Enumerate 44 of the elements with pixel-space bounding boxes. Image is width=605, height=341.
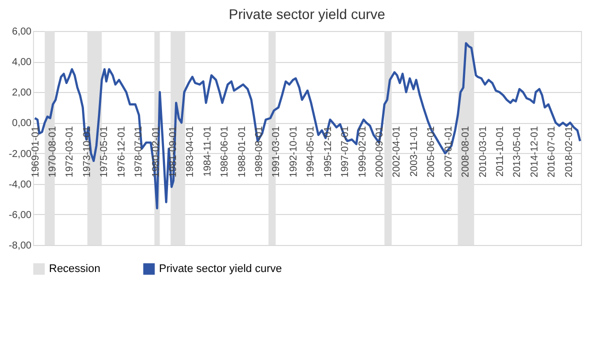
x-tick-label: 1991-03-01 [271, 126, 282, 178]
x-tick-label: 1992-10-01 [288, 126, 300, 178]
x-tick-label: 1986-06-01 [220, 126, 231, 178]
x-tick-label: 2013-05-01 [512, 126, 524, 178]
x-tick-label: 2002-04-01 [392, 126, 403, 178]
x-tick-label: 1983-04-01 [185, 126, 196, 178]
x-tick-label: 2016-07-01 [546, 126, 558, 178]
x-tick-label: 1994-05-01 [306, 126, 317, 178]
x-tick-label: 1975-05-01 [99, 126, 110, 178]
x-tick-label: 2010-03-01 [478, 126, 489, 178]
x-tick-label: 2007-01-01 [443, 126, 454, 178]
x-tick-label: 1995-12-01 [322, 126, 334, 178]
y-tick-label: -2,00 [8, 148, 32, 160]
x-tick-label: 1988-01-01 [236, 126, 248, 178]
line-series [34, 42, 582, 210]
x-tick-label: 2005-06-01 [426, 126, 438, 178]
x-tick-label: 2014-12-01 [529, 126, 540, 178]
x-tick-label: 2000-09-01 [374, 126, 386, 178]
y-tick-label: 6,00 [12, 26, 32, 38]
chart-title: Private sector yield curve [228, 6, 386, 22]
x-tick-label: 2018-02-01 [564, 126, 575, 178]
x-tick-label: 1980-02-01 [150, 126, 162, 178]
x-tick-label: 1999-02-01 [357, 126, 368, 178]
x-tick-label: 1969-01-01 [30, 126, 42, 178]
x-tick-label: 1997-07-01 [340, 126, 352, 178]
y-tick-label: 2,00 [12, 88, 32, 99]
x-tick-label: 1981-09-01 [168, 126, 179, 178]
y-tick-label: 4,00 [12, 57, 32, 68]
y-tick-label: -8,00 [8, 240, 32, 252]
x-tick-label: 1978-07-01 [134, 126, 145, 178]
legend-label: Recession [49, 263, 100, 275]
y-tick-label: -6,00 [8, 210, 32, 221]
x-tick-label: 1972-03-01 [64, 126, 76, 178]
x-tick-label: 1989-08-01 [254, 126, 266, 178]
y-tick-label: -4,00 [8, 179, 32, 190]
x-tick-label: 1984-11-01 [202, 126, 214, 177]
x-tick-label: 1973-10-01 [82, 126, 93, 178]
x-tick-label: 2008-08-01 [460, 126, 472, 178]
x-tick-label: 2011-10-01 [494, 126, 506, 177]
x-tick-label: 1976-12-01 [116, 126, 128, 178]
legend-label: Private sector yield curve [159, 263, 282, 275]
x-tick-label: 2003-11-01 [408, 126, 420, 177]
y-tick-label: 0,00 [12, 118, 32, 130]
x-tick-label: 1970-08-01 [47, 126, 58, 178]
